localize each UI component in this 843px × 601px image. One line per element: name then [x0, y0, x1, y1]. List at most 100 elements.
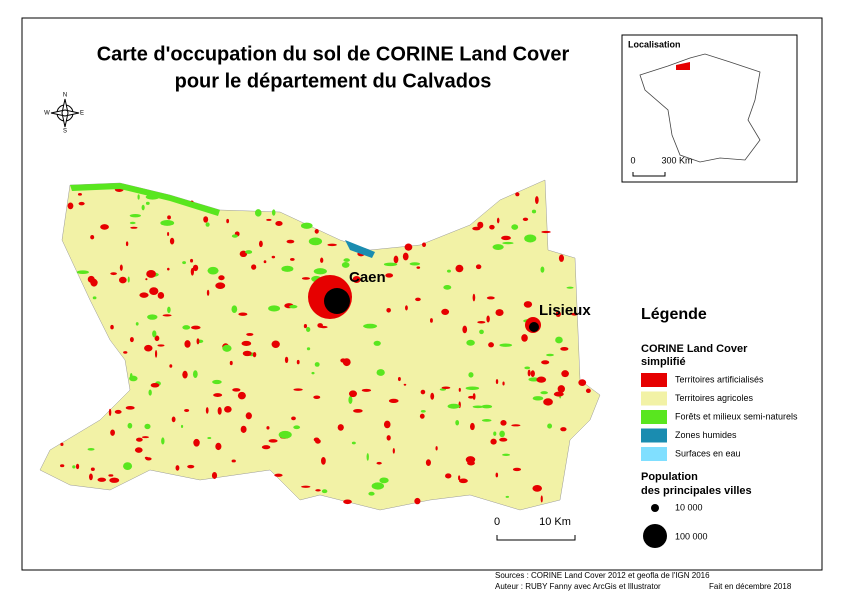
- urban-patch: [392, 448, 395, 454]
- urban-patch: [88, 473, 93, 481]
- urban-patch: [167, 215, 171, 220]
- urban-patch: [561, 370, 569, 378]
- forest-patch: [300, 222, 313, 229]
- forest-patch: [566, 286, 574, 289]
- urban-patch: [393, 255, 399, 264]
- urban-patch: [196, 338, 200, 345]
- urban-patch: [320, 257, 324, 263]
- urban-patch: [157, 292, 165, 299]
- forest-patch: [161, 437, 165, 445]
- forest-patch: [144, 423, 151, 430]
- forest-patch: [455, 419, 460, 426]
- legend-label: Zones humides: [675, 430, 737, 440]
- urban-patch: [90, 467, 95, 471]
- urban-patch: [67, 202, 74, 210]
- forest-patch: [343, 258, 350, 262]
- forest-patch: [481, 419, 492, 422]
- title-line: Carte d'occupation du sol de CORINE Land…: [97, 43, 570, 65]
- urban-patch: [521, 334, 528, 342]
- urban-patch: [187, 464, 195, 469]
- urban-patch: [266, 426, 270, 430]
- forest-patch: [348, 396, 353, 404]
- compass-letter: S: [63, 129, 67, 135]
- urban-patch: [313, 395, 321, 399]
- urban-patch: [296, 359, 300, 365]
- urban-patch: [495, 379, 499, 384]
- urban-patch: [157, 344, 165, 347]
- urban-patch: [110, 429, 115, 436]
- urban-patch: [232, 388, 241, 392]
- urban-patch: [502, 381, 505, 386]
- urban-patch: [585, 388, 591, 394]
- urban-patch: [125, 406, 135, 410]
- urban-patch: [352, 276, 361, 284]
- forest-patch: [466, 339, 475, 346]
- urban-patch: [477, 221, 484, 229]
- legend-label: Territoires artificialisés: [675, 374, 764, 384]
- inset-title: Localisation: [628, 39, 681, 49]
- legend-subtitle: Population: [641, 471, 698, 483]
- forest-patch: [147, 314, 158, 320]
- urban-patch: [475, 264, 482, 270]
- urban-patch: [558, 254, 564, 262]
- urban-patch: [490, 438, 497, 445]
- wetland: [345, 240, 375, 258]
- legend-label: Forêts et milieux semi-naturels: [675, 411, 798, 421]
- legend-subtitle: des principales villes: [641, 485, 752, 497]
- population-label: 100 000: [675, 531, 708, 541]
- population-symbol: [643, 524, 667, 548]
- urban-patch: [162, 314, 172, 317]
- urban-patch: [215, 442, 222, 451]
- urban-patch: [472, 293, 476, 302]
- forest-patch: [192, 370, 198, 378]
- forest-patch: [383, 262, 398, 267]
- urban-patch: [141, 436, 150, 439]
- forest-patch: [420, 409, 426, 413]
- forest-patch: [446, 269, 451, 273]
- forest-patch: [540, 391, 548, 395]
- urban-patch: [416, 266, 421, 269]
- title-line: pour le département du Calvados: [175, 70, 492, 92]
- sources: Sources : CORINE Land Cover 2012 et geof…: [495, 571, 710, 580]
- urban-patch: [435, 446, 438, 451]
- urban-patch: [420, 389, 426, 395]
- urban-patch: [496, 217, 500, 224]
- compass-letter: E: [80, 111, 84, 117]
- coast-urban: [70, 183, 220, 216]
- forest-patch: [152, 330, 157, 338]
- urban-patch: [284, 356, 289, 364]
- urban-patch: [217, 407, 222, 415]
- urban-patch: [192, 264, 199, 272]
- population-symbol: [651, 504, 659, 512]
- forest-patch: [160, 219, 175, 226]
- forest-patch: [207, 266, 219, 275]
- urban-patch: [154, 349, 158, 358]
- urban-patch: [144, 456, 149, 459]
- urban-patch: [290, 257, 295, 261]
- urban-patch: [263, 260, 267, 264]
- urban-patch: [266, 218, 272, 221]
- forest-patch: [351, 441, 356, 445]
- urban-patch: [511, 424, 521, 427]
- urban-patch: [386, 307, 391, 313]
- forest-patch: [245, 250, 253, 254]
- urban-patch: [495, 472, 499, 478]
- urban-patch: [146, 269, 156, 278]
- urban-patch: [114, 409, 122, 414]
- urban-patch: [238, 312, 248, 316]
- urban-patch: [139, 292, 149, 298]
- legend-label: Surfaces en eau: [675, 448, 741, 458]
- urban-patch: [415, 297, 421, 302]
- urban-patch: [237, 391, 246, 400]
- urban-patch: [211, 471, 218, 479]
- legend-swatch: [641, 391, 667, 406]
- urban-patch: [251, 264, 257, 270]
- forest-patch: [447, 403, 460, 409]
- forest-patch: [368, 491, 375, 496]
- urban-patch: [455, 264, 464, 273]
- urban-patch: [144, 344, 153, 352]
- urban-patch: [535, 196, 539, 205]
- urban-patch: [226, 218, 230, 224]
- urban-patch: [314, 229, 319, 234]
- forest-patch: [511, 224, 519, 230]
